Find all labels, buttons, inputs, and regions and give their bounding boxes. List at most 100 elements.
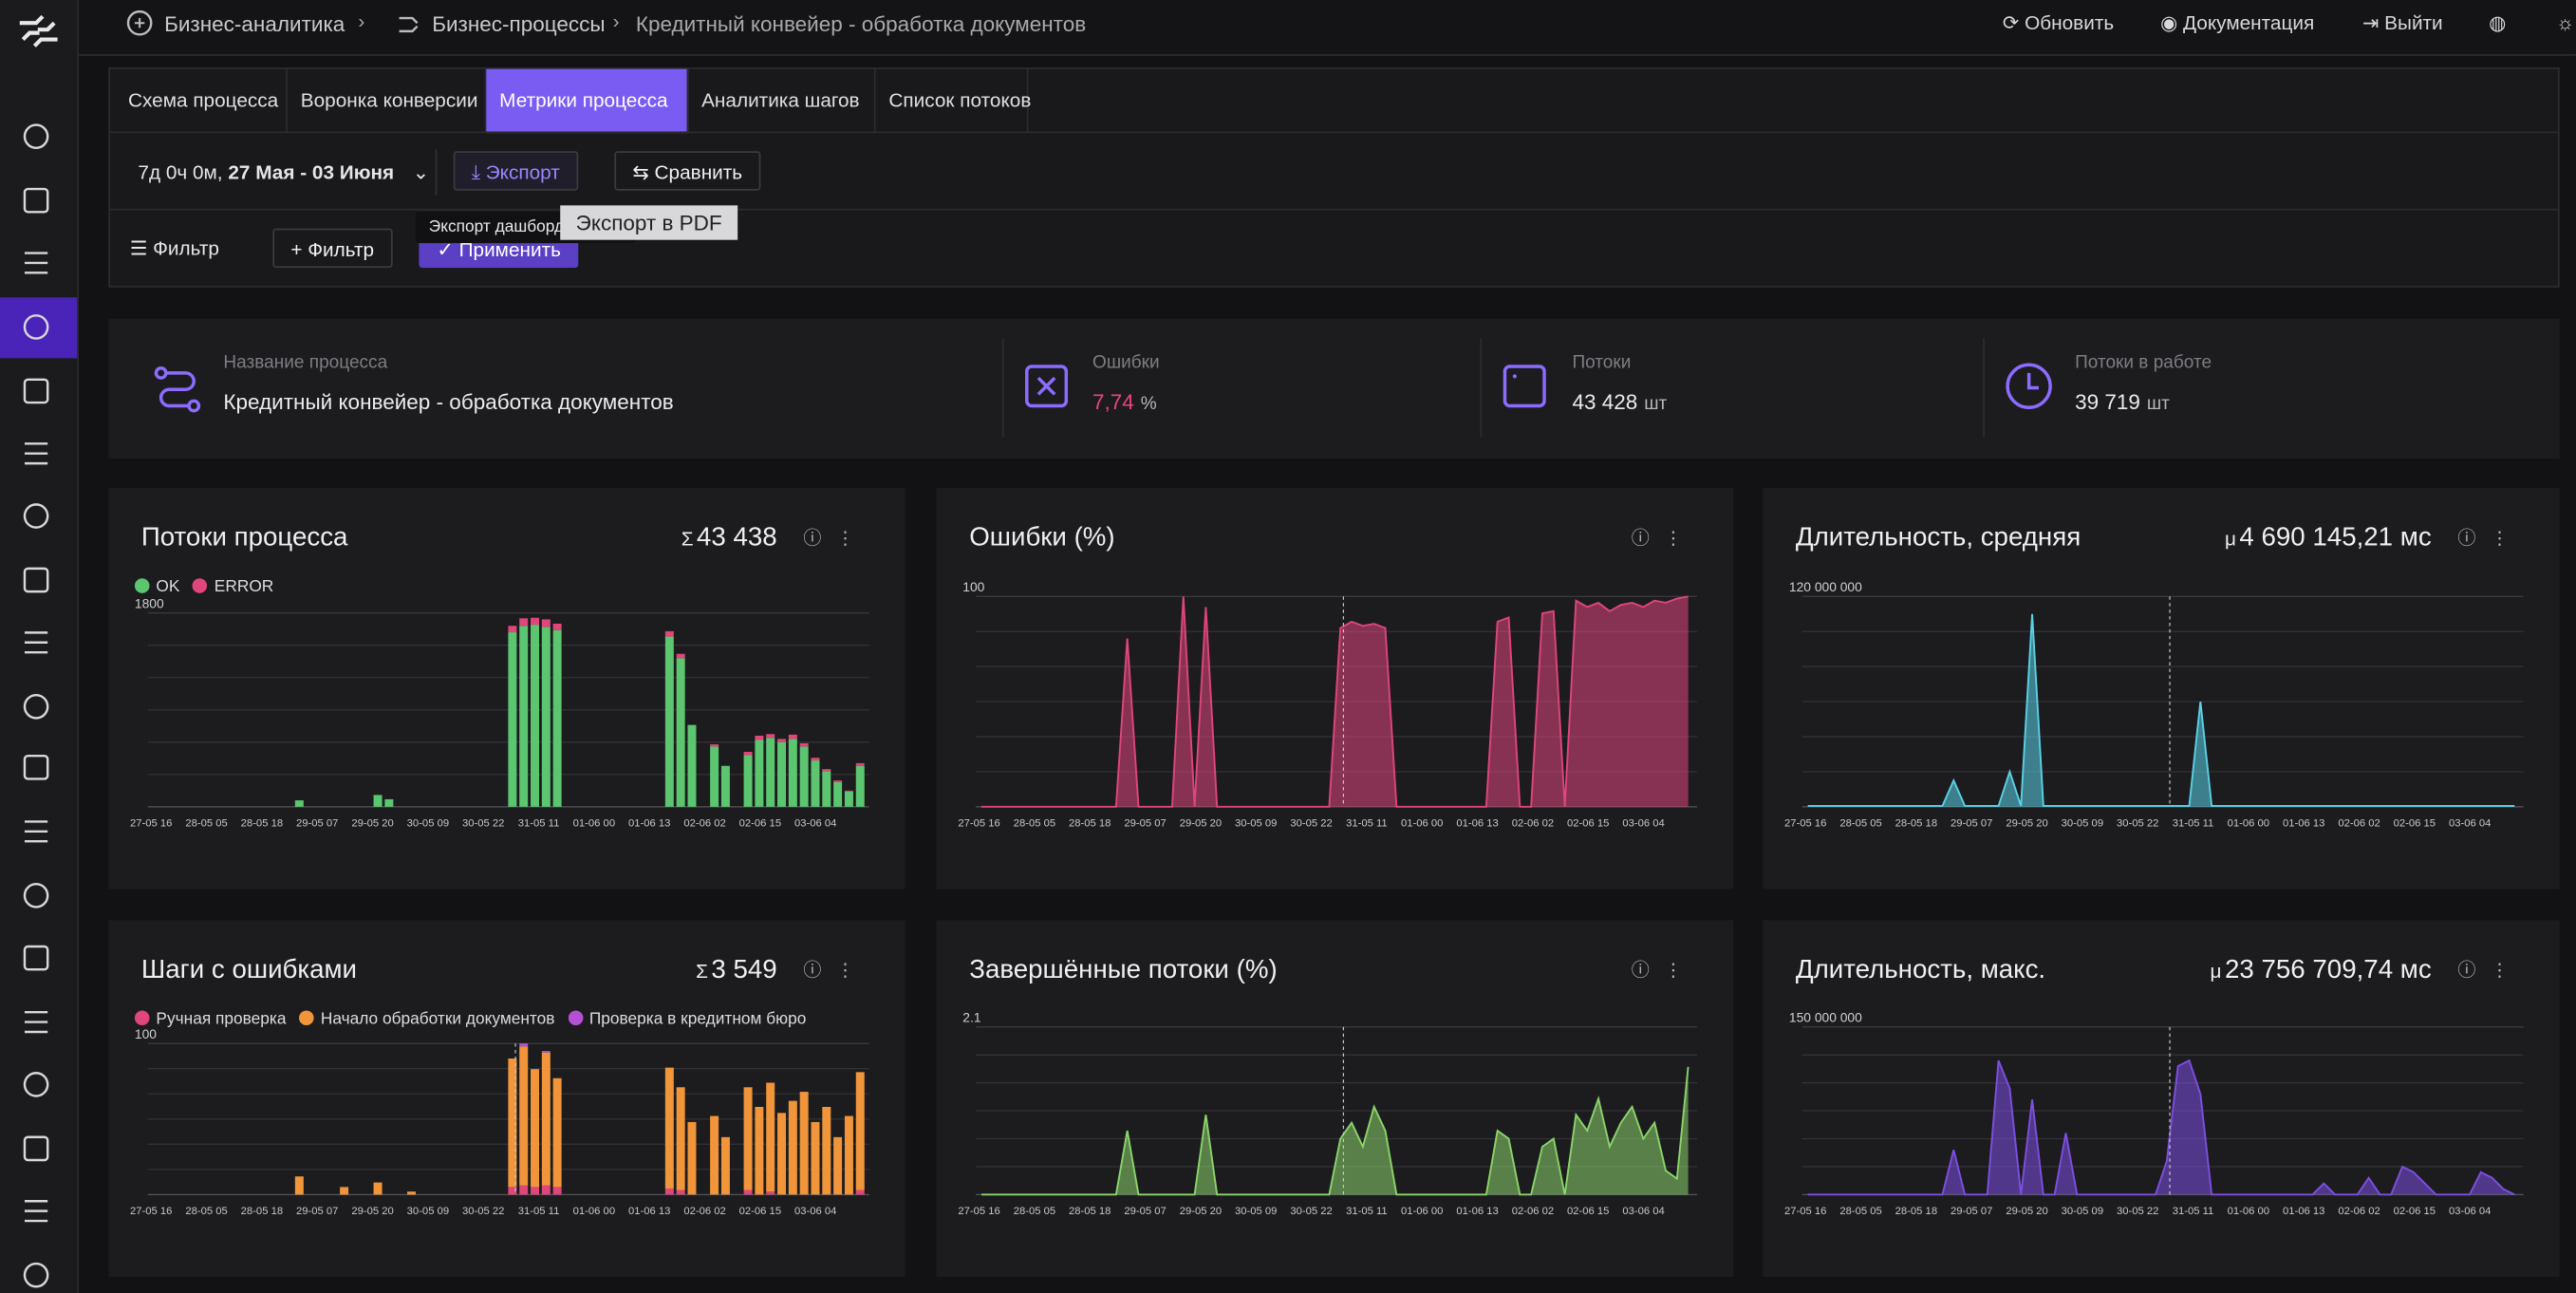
nav-item[interactable] bbox=[24, 252, 48, 274]
chart: 100 27-05 16 28-05 05 28-05 18 29-05 07 29-05… bbox=[130, 1026, 869, 1217]
nav-icon bbox=[23, 1262, 49, 1288]
bar bbox=[676, 658, 685, 807]
x-tick-label: 27-05 16 bbox=[958, 818, 999, 830]
legend-item[interactable]: OK bbox=[134, 578, 179, 596]
bar bbox=[552, 1187, 562, 1195]
chart-title: Длительность, макс. bbox=[1795, 956, 2046, 984]
period-picker[interactable]: 7д 0ч 0м, 27 Мая - 03 Июня ⌄ bbox=[138, 161, 429, 184]
nav-item[interactable] bbox=[23, 1072, 49, 1097]
tab[interactable]: Воронка конверсии bbox=[288, 68, 487, 134]
nav-item[interactable] bbox=[23, 945, 49, 971]
refresh-button[interactable]: ⟳ Обновить bbox=[2002, 11, 2115, 35]
docs-button[interactable]: ◉ Документация bbox=[2160, 11, 2315, 35]
bar bbox=[777, 739, 787, 742]
nav-item[interactable] bbox=[23, 503, 49, 529]
bar bbox=[833, 781, 843, 807]
nav-item[interactable] bbox=[23, 123, 49, 149]
nav-item[interactable] bbox=[24, 820, 48, 843]
x-tick-label: 02-06 02 bbox=[1512, 1206, 1554, 1217]
bar bbox=[664, 630, 674, 637]
compare-label: Сравнить bbox=[654, 160, 743, 184]
nav-item[interactable] bbox=[23, 1262, 49, 1288]
legend-item[interactable]: Проверка в кредитном бюро bbox=[568, 1010, 806, 1029]
bar bbox=[687, 1121, 697, 1195]
logout-button[interactable]: ⇥ Выйти bbox=[2361, 11, 2443, 35]
bar bbox=[766, 1191, 775, 1195]
nav-item[interactable] bbox=[23, 754, 49, 780]
x-tick-label: 02-06 15 bbox=[2394, 1206, 2436, 1217]
chart-panel: 100 27-05 16 28-05 05 28-05 18 29-05 07 29-05… bbox=[936, 488, 1734, 890]
filter-text: Фильтр bbox=[153, 236, 219, 260]
nav-icon bbox=[24, 1200, 48, 1223]
tab[interactable]: Аналитика шагов bbox=[688, 68, 876, 134]
chart-menu[interactable]: ⓘ⋮ bbox=[803, 529, 869, 550]
add-filter-button[interactable]: + Фильтр bbox=[272, 228, 393, 269]
export-button[interactable]: ⤓ Экспорт bbox=[453, 151, 578, 191]
language-button[interactable]: ◍ bbox=[2489, 11, 2507, 35]
nav-icon bbox=[23, 1135, 49, 1162]
nav-icon bbox=[23, 567, 49, 593]
tab[interactable]: Список потоков bbox=[876, 68, 1031, 134]
x-tick-label: 31-05 11 bbox=[518, 818, 560, 830]
nav-item[interactable] bbox=[24, 1200, 48, 1223]
x-tick-label: 28-05 05 bbox=[1014, 818, 1055, 830]
breadcrumb: Кредитный конвейер - обработка документо… bbox=[635, 11, 1087, 37]
chevron: ⌄ bbox=[412, 160, 430, 184]
nav-item[interactable] bbox=[23, 314, 49, 340]
bar bbox=[541, 1052, 551, 1186]
nav-item[interactable] bbox=[24, 1011, 48, 1034]
x-tick-label: 30-05 09 bbox=[2062, 818, 2103, 830]
filter-label: ☰ Фильтр bbox=[129, 236, 219, 260]
process-icon bbox=[154, 365, 201, 413]
bar bbox=[531, 1069, 540, 1188]
chart-menu[interactable]: ⓘ⋮ bbox=[2457, 961, 2524, 982]
theme-button[interactable]: ☼ bbox=[2556, 11, 2575, 35]
x-tick-label: 29-05 20 bbox=[1180, 818, 1222, 830]
nav-icon bbox=[24, 252, 48, 274]
logo[interactable] bbox=[19, 14, 58, 47]
bar bbox=[541, 627, 551, 807]
nav-item[interactable] bbox=[23, 882, 49, 909]
nav-item[interactable] bbox=[23, 187, 49, 214]
x-tick-label: 28-05 18 bbox=[1895, 818, 1937, 830]
compare-button[interactable]: ⇆ Сравнить bbox=[614, 151, 761, 191]
x-tick-label: 31-05 11 bbox=[1346, 818, 1388, 830]
x-tick-label: 30-05 22 bbox=[462, 1206, 504, 1217]
divider bbox=[109, 208, 2558, 211]
bar bbox=[541, 1051, 551, 1053]
x-tick-label: 27-05 16 bbox=[958, 1206, 999, 1217]
area bbox=[981, 596, 1689, 807]
bar bbox=[799, 1092, 809, 1195]
x-tick-label: 30-05 09 bbox=[1235, 1206, 1277, 1217]
breadcrumb[interactable]: Бизнес-аналитика bbox=[164, 11, 345, 37]
errors-icon bbox=[1025, 365, 1069, 408]
nav-item[interactable] bbox=[23, 1135, 49, 1162]
refresh-label: Обновить bbox=[2025, 11, 2115, 35]
chart-menu[interactable]: ⓘ⋮ bbox=[1631, 961, 1697, 982]
legend-item[interactable]: ERROR bbox=[193, 578, 273, 596]
nav-item[interactable] bbox=[23, 693, 49, 720]
nav-item[interactable] bbox=[24, 631, 48, 654]
x-tick-label: 31-05 11 bbox=[2173, 1206, 2214, 1217]
x-tick-label: 01-06 13 bbox=[1456, 1206, 1498, 1217]
x-tick-label: 30-05 09 bbox=[1235, 818, 1277, 830]
tab[interactable]: Схема процесса bbox=[115, 68, 288, 134]
summary-value: 43 428 bbox=[1572, 389, 1638, 415]
x-tick-label: 02-06 15 bbox=[1567, 1206, 1609, 1217]
legend: OK ERROR bbox=[134, 578, 287, 596]
tab[interactable]: Метрики процесса bbox=[486, 68, 689, 134]
legend-item[interactable]: Ручная проверка bbox=[134, 1010, 286, 1029]
nav-item[interactable] bbox=[23, 378, 49, 404]
bar bbox=[720, 765, 730, 807]
chart: 150 000 000 27-05 16 28-05 05 28-05 18 29-05… bbox=[1784, 1010, 2524, 1217]
nav-item[interactable] bbox=[24, 442, 48, 465]
breadcrumb[interactable]: Бизнес-процессы bbox=[432, 11, 606, 37]
chart-menu[interactable]: ⓘ⋮ bbox=[803, 961, 869, 982]
chart-menu[interactable]: ⓘ⋮ bbox=[1631, 529, 1697, 550]
legend-item[interactable]: Начало обработки документов bbox=[299, 1010, 554, 1029]
nav-item[interactable] bbox=[23, 567, 49, 593]
active-nav-bg bbox=[0, 297, 78, 359]
chart-menu[interactable]: ⓘ⋮ bbox=[2457, 529, 2524, 550]
nav-icon bbox=[24, 1011, 48, 1034]
